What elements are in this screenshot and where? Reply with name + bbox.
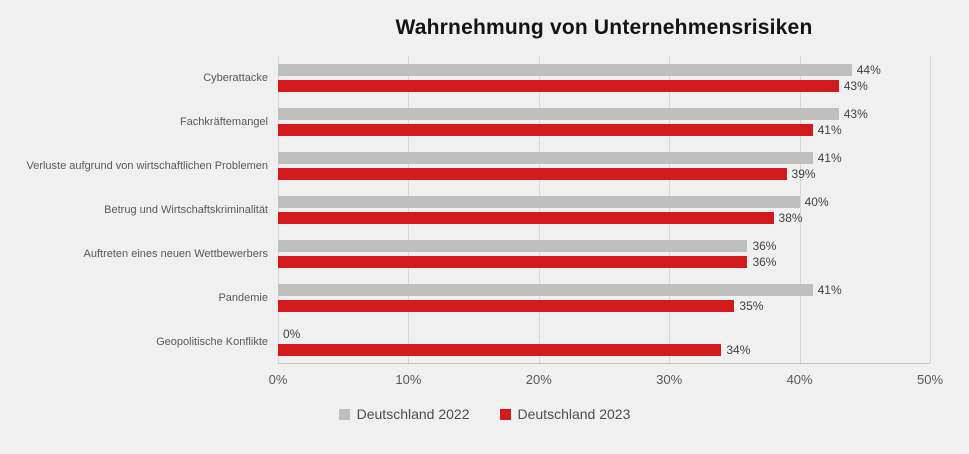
bar-group: 43% 41%: [278, 100, 930, 144]
legend-label: Deutschland 2023: [517, 406, 631, 422]
legend-swatch-icon: [338, 408, 350, 420]
bar-group: 44% 43%: [278, 56, 930, 100]
legend-item: Deutschland 2023: [499, 406, 631, 422]
category-label: Pandemie: [218, 292, 268, 304]
bar-deutschland-2022: [278, 108, 839, 120]
bar-deutschland-2023: [278, 80, 839, 92]
bar-row: Betrug und Wirtschaftskriminalität 40% 38%: [0, 188, 969, 232]
bar-deutschland-2022: [278, 284, 813, 296]
value-label: 44%: [856, 63, 881, 77]
value-label: 36%: [752, 239, 777, 253]
x-tick-label: 40%: [786, 372, 813, 387]
value-label: 43%: [843, 107, 868, 121]
category-label: Betrug und Wirtschaftskriminalität: [104, 204, 268, 216]
category-label: Verluste aufgrund von wirtschaftlichen P…: [26, 160, 268, 172]
legend-label: Deutschland 2022: [356, 406, 470, 422]
bar-deutschland-2022: [278, 196, 800, 208]
bar-row: Cyberattacke 44% 43%: [0, 56, 969, 100]
bar-row: Pandemie 41% 35%: [0, 276, 969, 320]
bar-group: 41% 39%: [278, 144, 930, 188]
bar-rows: Cyberattacke 44% 43% Fachkräftemangel 43% 41%…: [0, 56, 969, 364]
chart-title: Wahrnehmung von Unternehmensrisiken: [395, 16, 813, 39]
legend-item: Deutschland 2022: [338, 406, 470, 422]
value-label: 41%: [817, 123, 842, 137]
value-label: 41%: [817, 151, 842, 165]
bar-group: 0% 34%: [278, 320, 930, 364]
bar-row: Auftreten eines neuen Wettbewerbers 36% 36…: [0, 232, 969, 276]
gridline: [799, 56, 801, 363]
category-label: Cyberattacke: [203, 72, 268, 84]
bar-deutschland-2023: [278, 300, 735, 312]
bar-deutschland-2023: [278, 168, 787, 180]
value-label: 39%: [791, 167, 816, 181]
bar-deutschland-2023: [278, 212, 774, 224]
gridline: [930, 56, 931, 363]
x-tick-label: 10%: [395, 372, 422, 387]
category-label: Auftreten eines neuen Wettbewerbers: [83, 248, 268, 260]
value-label: 35%: [739, 299, 764, 313]
legend: Deutschland 2022 Deutschland 2023: [0, 406, 969, 422]
x-tick-label: 30%: [656, 372, 683, 387]
legend-swatch-icon: [499, 408, 511, 420]
x-tick-label: 50%: [916, 372, 944, 387]
x-tick-label: 0%: [268, 372, 288, 387]
bar-deutschland-2022: [278, 64, 852, 76]
bar-row: Fachkräftemangel 43% 41%: [0, 100, 969, 144]
gridline: [278, 56, 279, 363]
plot-area: Cyberattacke 44% 43% Fachkräftemangel 43% 41%…: [0, 56, 969, 364]
value-label: 40%: [804, 195, 829, 209]
bar-deutschland-2023: [278, 256, 748, 268]
bar-row: Verluste aufgrund von wirtschaftlichen P…: [0, 144, 969, 188]
value-label: 38%: [778, 211, 803, 225]
gridline: [669, 56, 671, 363]
bar-deutschland-2023: [278, 124, 813, 136]
bar-deutschland-2022: [278, 240, 748, 252]
gridlines: [278, 56, 931, 364]
bar-deutschland-2022: [278, 152, 813, 164]
bar-group: 41% 35%: [278, 276, 930, 320]
value-label: 34%: [726, 343, 751, 357]
bar-group: 40% 38%: [278, 188, 930, 232]
bar-deutschland-2023: [278, 344, 722, 356]
bar-group: 36% 36%: [278, 232, 930, 276]
value-label: 43%: [843, 79, 868, 93]
category-label: Geopolitische Konflikte: [156, 336, 268, 348]
category-label: Fachkräftemangel: [179, 116, 268, 128]
gridline: [408, 56, 410, 363]
value-label: 0%: [283, 327, 301, 341]
bar-row: Geopolitische Konflikte 0% 34%: [0, 320, 969, 364]
x-tick-label: 20%: [525, 372, 552, 387]
value-label: 41%: [817, 283, 842, 297]
gridline: [538, 56, 540, 363]
value-label: 36%: [752, 255, 777, 269]
x-axis: 0% 10% 20% 30% 40% 50%: [269, 372, 943, 390]
